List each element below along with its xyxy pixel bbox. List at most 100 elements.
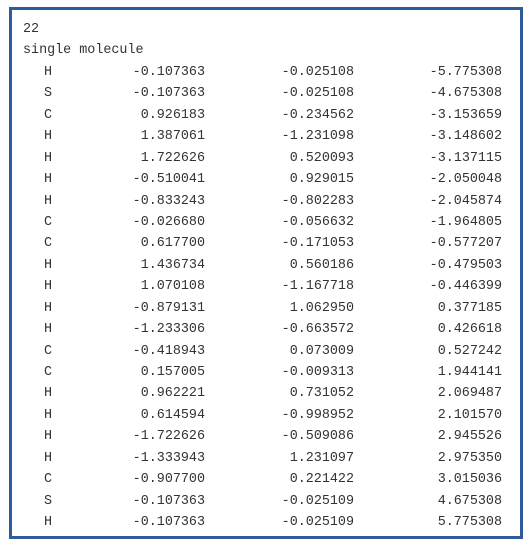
- atom-element: H: [44, 322, 53, 338]
- atom-y-coordinate: -0.025109: [281, 515, 354, 531]
- atom-z-coordinate: 2.101570: [437, 407, 502, 423]
- atom-z-coordinate: 5.775308: [437, 515, 502, 531]
- atom-y-coordinate: -1.231098: [281, 129, 354, 145]
- atom-y-coordinate: -0.025108: [281, 86, 354, 102]
- atom-element: H: [44, 172, 53, 188]
- atom-y-coordinate: -0.056632: [281, 214, 354, 230]
- atom-element: H: [44, 407, 53, 423]
- atom-row: C -0.907700 0.221422 3.015036: [23, 469, 512, 490]
- atom-row: C -0.026680 -0.056632 -1.964805: [23, 212, 512, 233]
- atom-y-coordinate: 0.520093: [289, 150, 354, 166]
- atom-x-coordinate: -1.722626: [132, 429, 205, 445]
- atom-z-coordinate: 0.377185: [437, 300, 502, 316]
- atom-element: H: [44, 193, 53, 209]
- atom-row: C -0.418943 0.073009 0.527242: [23, 341, 512, 362]
- atom-element: C: [44, 365, 53, 380]
- atom-y-coordinate: -0.025108: [281, 64, 354, 80]
- atom-x-coordinate: 0.614594: [140, 407, 205, 423]
- atom-z-coordinate: -2.045874: [429, 193, 502, 209]
- atom-z-coordinate: -2.050048: [429, 172, 502, 188]
- atom-x-coordinate: 0.926183: [140, 107, 205, 123]
- atom-x-coordinate: -0.833243: [132, 193, 205, 209]
- atom-z-coordinate: -0.479503: [429, 257, 502, 273]
- atom-z-coordinate: -1.964805: [429, 214, 502, 230]
- atom-table: H -0.107363 -0.025108 -5.775308 S -0.107363 -0…: [23, 62, 512, 534]
- atom-z-coordinate: -4.675308: [429, 86, 502, 102]
- atom-y-coordinate: 1.231097: [289, 450, 354, 466]
- atom-z-coordinate: -3.148602: [429, 129, 502, 145]
- atom-y-coordinate: 0.929015: [289, 172, 354, 188]
- atom-row: S -0.107363 -0.025108 -4.675308: [23, 83, 512, 104]
- atom-x-coordinate: 1.436734: [140, 257, 205, 273]
- atom-element: H: [44, 64, 53, 80]
- atom-x-coordinate: 0.617700: [140, 236, 205, 252]
- atom-element: C: [44, 343, 53, 359]
- atom-y-coordinate: 0.073009: [289, 343, 354, 359]
- atom-z-coordinate: -0.577207: [429, 236, 502, 252]
- atom-y-coordinate: -1.167718: [281, 279, 354, 295]
- atom-element: H: [44, 300, 53, 316]
- atom-row: H -0.107363 -0.025108 -5.775308: [23, 62, 512, 83]
- atom-x-coordinate: 1.070108: [140, 279, 205, 295]
- atom-z-coordinate: 2.069487: [437, 386, 502, 402]
- atom-z-coordinate: -5.775308: [429, 64, 502, 80]
- atom-row: H 0.614594 -0.998952 2.101570: [23, 405, 512, 426]
- atom-row: H -1.333943 1.231097 2.975350: [23, 448, 512, 469]
- atom-y-coordinate: 0.560186: [289, 257, 354, 273]
- atom-row: C 0.617700 -0.171053 -0.577207: [23, 233, 512, 254]
- atom-row: H -1.233306 -0.663572 0.426618: [23, 319, 512, 340]
- atom-element: H: [44, 129, 53, 145]
- atom-x-coordinate: -0.107363: [132, 86, 205, 102]
- atom-row: H -0.879131 1.062950 0.377185: [23, 298, 512, 319]
- atom-element: H: [44, 515, 53, 531]
- atom-row: S -0.107363 -0.025109 4.675308: [23, 491, 512, 512]
- atom-element: C: [44, 472, 53, 488]
- atom-row: H 1.387061 -1.231098 -3.148602: [23, 126, 512, 147]
- atom-x-coordinate: -1.233306: [132, 322, 205, 338]
- atom-x-coordinate: 1.722626: [140, 150, 205, 166]
- atom-element: C: [44, 214, 53, 230]
- atom-z-coordinate: 1.944141: [437, 365, 502, 380]
- atom-element: S: [44, 86, 53, 102]
- atom-row: H 1.722626 0.520093 -3.137115: [23, 148, 512, 169]
- atom-row: H -0.107363 -0.025109 5.775308: [23, 512, 512, 533]
- atom-y-coordinate: -0.009313: [281, 365, 354, 380]
- atom-row: H -0.510041 0.929015 -2.050048: [23, 169, 512, 190]
- atom-x-coordinate: -0.107363: [132, 64, 205, 80]
- atom-z-coordinate: 0.426618: [437, 322, 502, 338]
- atom-x-coordinate: -1.333943: [132, 450, 205, 466]
- xyz-file-panel: 22 single molecule H -0.107363 -0.025108 -5…: [9, 7, 523, 539]
- atom-z-coordinate: 2.945526: [437, 429, 502, 445]
- atom-x-coordinate: -0.418943: [132, 343, 205, 359]
- atom-y-coordinate: 1.062950: [289, 300, 354, 316]
- atom-z-coordinate: 3.015036: [437, 472, 502, 488]
- atom-y-coordinate: -0.998952: [281, 407, 354, 423]
- atom-row: H -1.722626 -0.509086 2.945526: [23, 426, 512, 447]
- atom-element: H: [44, 279, 53, 295]
- atom-y-coordinate: 0.731052: [289, 386, 354, 402]
- atom-x-coordinate: -0.510041: [132, 172, 205, 188]
- atom-x-coordinate: -0.026680: [132, 214, 205, 230]
- atom-element: C: [44, 107, 53, 123]
- atom-y-coordinate: -0.171053: [281, 236, 354, 252]
- atom-y-coordinate: -0.234562: [281, 107, 354, 123]
- atom-row: H 1.070108 -1.167718 -0.446399: [23, 276, 512, 297]
- atom-x-coordinate: -0.907700: [132, 472, 205, 488]
- atom-x-coordinate: 1.387061: [140, 129, 205, 145]
- atom-x-coordinate: -0.107363: [132, 493, 205, 509]
- atom-row: C 0.157005 -0.009313 1.944141: [23, 362, 512, 383]
- atom-row: H 0.962221 0.731052 2.069487: [23, 383, 512, 404]
- atom-y-coordinate: -0.802283: [281, 193, 354, 209]
- atom-element: C: [44, 236, 53, 252]
- atom-count: 22: [23, 22, 40, 37]
- atom-z-coordinate: 2.975350: [437, 450, 502, 466]
- xyz-file-content: 22 single molecule H -0.107363 -0.025108 -5…: [23, 19, 512, 534]
- atom-row: H 1.436734 0.560186 -0.479503: [23, 255, 512, 276]
- atom-row: C 0.926183 -0.234562 -3.153659: [23, 105, 512, 126]
- atom-z-coordinate: -0.446399: [429, 279, 502, 295]
- atom-z-coordinate: 0.527242: [437, 343, 502, 359]
- atom-element: H: [44, 150, 53, 166]
- atom-element: H: [44, 257, 53, 273]
- atom-x-coordinate: 0.962221: [140, 386, 205, 402]
- atom-y-coordinate: -0.025109: [281, 493, 354, 509]
